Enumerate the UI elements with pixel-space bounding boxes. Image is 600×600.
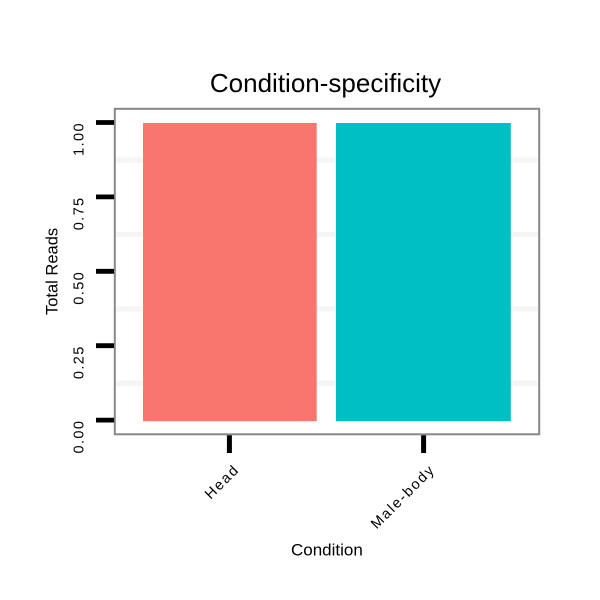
svg-text:0.50: 0.50 <box>72 271 88 305</box>
svg-text:Condition-specificity: Condition-specificity <box>210 68 441 98</box>
svg-text:Total Reads: Total Reads <box>44 228 62 315</box>
svg-text:0.75: 0.75 <box>72 196 88 230</box>
svg-text:0.00: 0.00 <box>72 420 88 454</box>
svg-text:Condition: Condition <box>291 541 363 560</box>
svg-text:0.25: 0.25 <box>72 345 88 379</box>
svg-text:1.00: 1.00 <box>72 122 88 156</box>
